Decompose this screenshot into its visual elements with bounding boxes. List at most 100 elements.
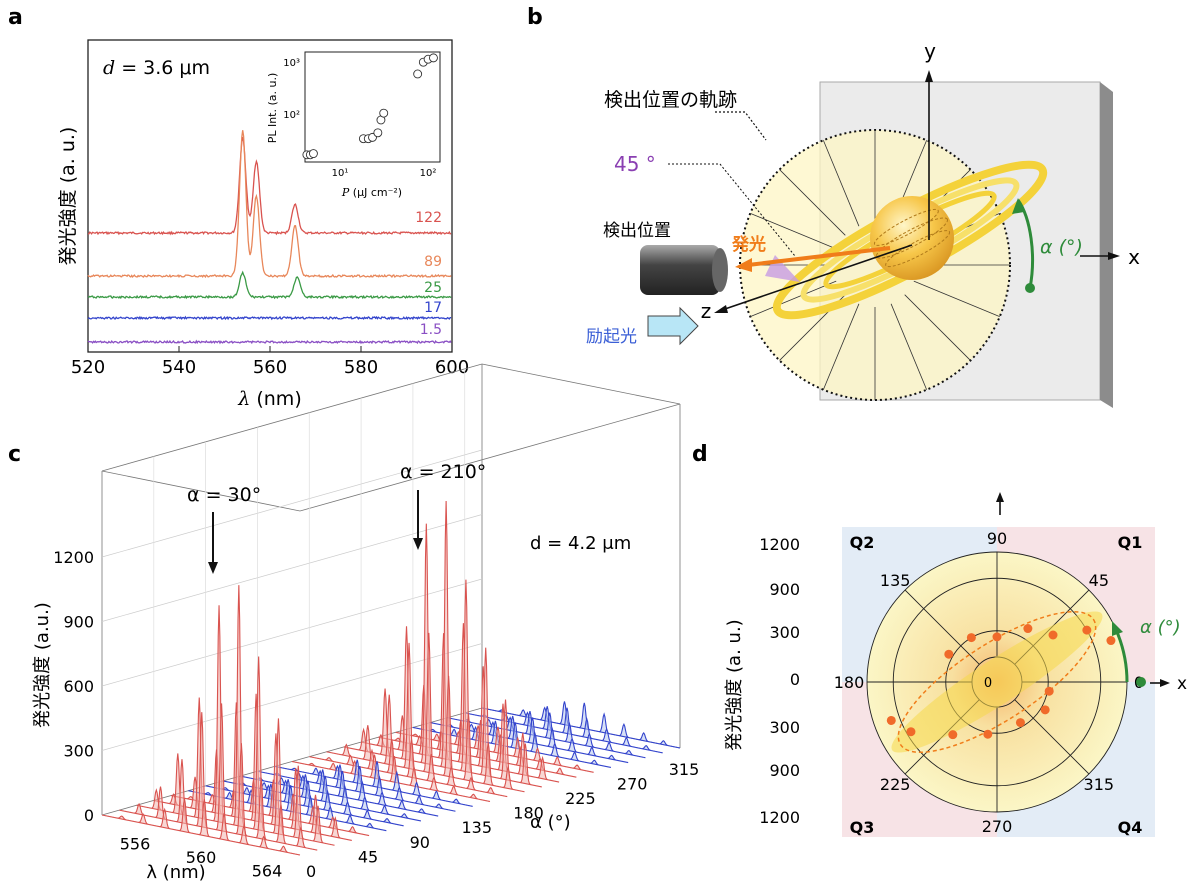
- polar-spoke: [1014, 699, 1090, 775]
- spectrum-slice: [326, 632, 525, 793]
- c-gridline: [101, 578, 483, 687]
- spectrum-slice: [481, 701, 681, 749]
- panel-a-annotation: d = 3.6 μm: [103, 57, 210, 79]
- polar-angle-label: 315: [1084, 775, 1115, 794]
- panel-c-ylabel: 発光強度 (a.u.): [32, 602, 53, 728]
- c-gridline: [101, 449, 483, 558]
- peak2-label: α = 210°: [400, 461, 486, 483]
- detector-label: 検出位置: [603, 221, 671, 241]
- polar-points: [886, 624, 1116, 740]
- inset-ytick-1000: 10³: [283, 58, 300, 69]
- inset-point: [308, 149, 318, 159]
- polar-point: [992, 632, 1002, 642]
- c-ztick: 600: [63, 677, 94, 696]
- sphere: [870, 196, 954, 280]
- angle-label: 45 °: [614, 152, 656, 176]
- panel-a: a d = 3.6 μm 発光強度 (a. u.) 520 540 560 580 60…: [8, 5, 469, 410]
- polar-radial-tick: 300: [769, 623, 800, 642]
- trajectory-leader: [715, 111, 767, 141]
- c-box-edge: [299, 403, 681, 512]
- c-lambda-tick: 564: [252, 861, 283, 880]
- polar-angle-label: 135: [880, 571, 911, 590]
- polar-point: [1044, 686, 1054, 696]
- polar-rings-shape: [891, 610, 1103, 754]
- spectrum-17: [87, 315, 452, 321]
- trajectory-spoke: [822, 303, 860, 390]
- z-arrow: [714, 305, 728, 313]
- polar-radial-tick: 0: [790, 670, 800, 689]
- a-xtick-label: 600: [435, 357, 469, 378]
- c-gridline: [101, 643, 483, 751]
- polar-radial-ticks: 1200 900 300 0 300 900 1200: [759, 535, 800, 827]
- emission-arrow: [747, 246, 891, 267]
- polar-point: [1048, 630, 1058, 640]
- inset-point: [379, 108, 389, 118]
- polar-point: [1082, 625, 1092, 635]
- substrate-edge: [1100, 82, 1113, 408]
- trajectory-spoke: [890, 303, 928, 390]
- panel-a-ylabel: 発光強度 (a. u.): [57, 127, 79, 266]
- polar-point: [948, 730, 958, 740]
- inset-ytick-100: 10²: [283, 110, 300, 121]
- polar-point: [1040, 705, 1050, 715]
- spectrum-slice: [257, 764, 456, 812]
- panel-c-lambda-label: λ (nm): [146, 862, 205, 883]
- polar-point: [966, 633, 976, 643]
- polar-x-arrowhead: [1160, 679, 1170, 687]
- a-xtick-label: 520: [71, 357, 105, 378]
- polar-angle-label: 90: [987, 529, 1007, 548]
- c-alpha-tick: 225: [565, 789, 596, 808]
- c-lambda-tick: 560: [186, 848, 217, 867]
- polar-angle-label: 270: [982, 817, 1013, 836]
- polar-point: [1106, 636, 1116, 646]
- spectrum-slice: [291, 754, 491, 803]
- polar-point: [983, 729, 993, 739]
- curve-label-4: 1.5: [420, 322, 442, 338]
- polar-point: [1023, 624, 1033, 634]
- panel-a-curve-labels: 122 89 25 17 1.5: [415, 210, 442, 338]
- panel-c-zticks: 1200 900 600 300 0: [53, 548, 94, 825]
- alpha-arrowhead: [1012, 198, 1024, 214]
- inset-ylabel: PL Int. (a. u.): [266, 73, 279, 144]
- panel-c-lambda-ticks: 556 560 564: [120, 835, 283, 881]
- a-xtick-label: 580: [344, 357, 378, 378]
- spectrum-slice: [309, 739, 508, 798]
- c-ztick: 900: [63, 613, 94, 632]
- polar-spoke: [904, 589, 980, 665]
- polar-alpha-arc: [1115, 631, 1129, 683]
- alpha-arc: [1016, 199, 1035, 289]
- emission-arrowhead: [735, 258, 752, 272]
- inset-xlabel: P (μJ cm⁻²): [341, 186, 402, 199]
- polar-angle-label: 180: [834, 673, 865, 692]
- trajectory-spoke: [904, 294, 971, 361]
- z-axis-line: [721, 244, 913, 311]
- trajectory-spoke: [750, 280, 837, 318]
- spectrum-89: [87, 130, 452, 279]
- detector: [640, 245, 728, 295]
- polar-point: [906, 727, 916, 737]
- panel-c-alpha-ticks: 0 45 90 135 180 225 270 315: [306, 760, 699, 881]
- sphere-bands: [873, 208, 951, 268]
- polar-angle-label: 45: [1089, 571, 1109, 590]
- trajectory-spoke: [913, 280, 1000, 318]
- y-arrow: [925, 70, 933, 82]
- polar-point: [944, 649, 954, 659]
- polar-up-arrowhead: [996, 492, 1004, 502]
- polar-angle-label: 225: [880, 775, 911, 794]
- c-alpha-tick: 0: [306, 862, 316, 881]
- panel-c: c 1200 900 600 300 0 556 560 564 0 45 90 135 180 22…: [8, 363, 699, 883]
- inset-point: [373, 128, 383, 138]
- polar-radial-tick: 300: [769, 718, 800, 737]
- polar-radial-tick: 900: [769, 761, 800, 780]
- curve-label-1: 89: [424, 254, 442, 270]
- polar-point: [1015, 718, 1025, 728]
- trajectory-label: 検出位置の軌跡: [604, 89, 737, 111]
- q2-label: Q2: [850, 533, 875, 552]
- axis-y-label: y: [924, 39, 936, 63]
- inset-points: [302, 53, 438, 160]
- spectrum-1.5: [87, 339, 452, 345]
- excitation-arrow: [647, 306, 699, 346]
- a-xtick-label: 560: [253, 357, 287, 378]
- peak1-label: α = 30°: [187, 484, 261, 506]
- panel-a-spectra: [87, 130, 452, 345]
